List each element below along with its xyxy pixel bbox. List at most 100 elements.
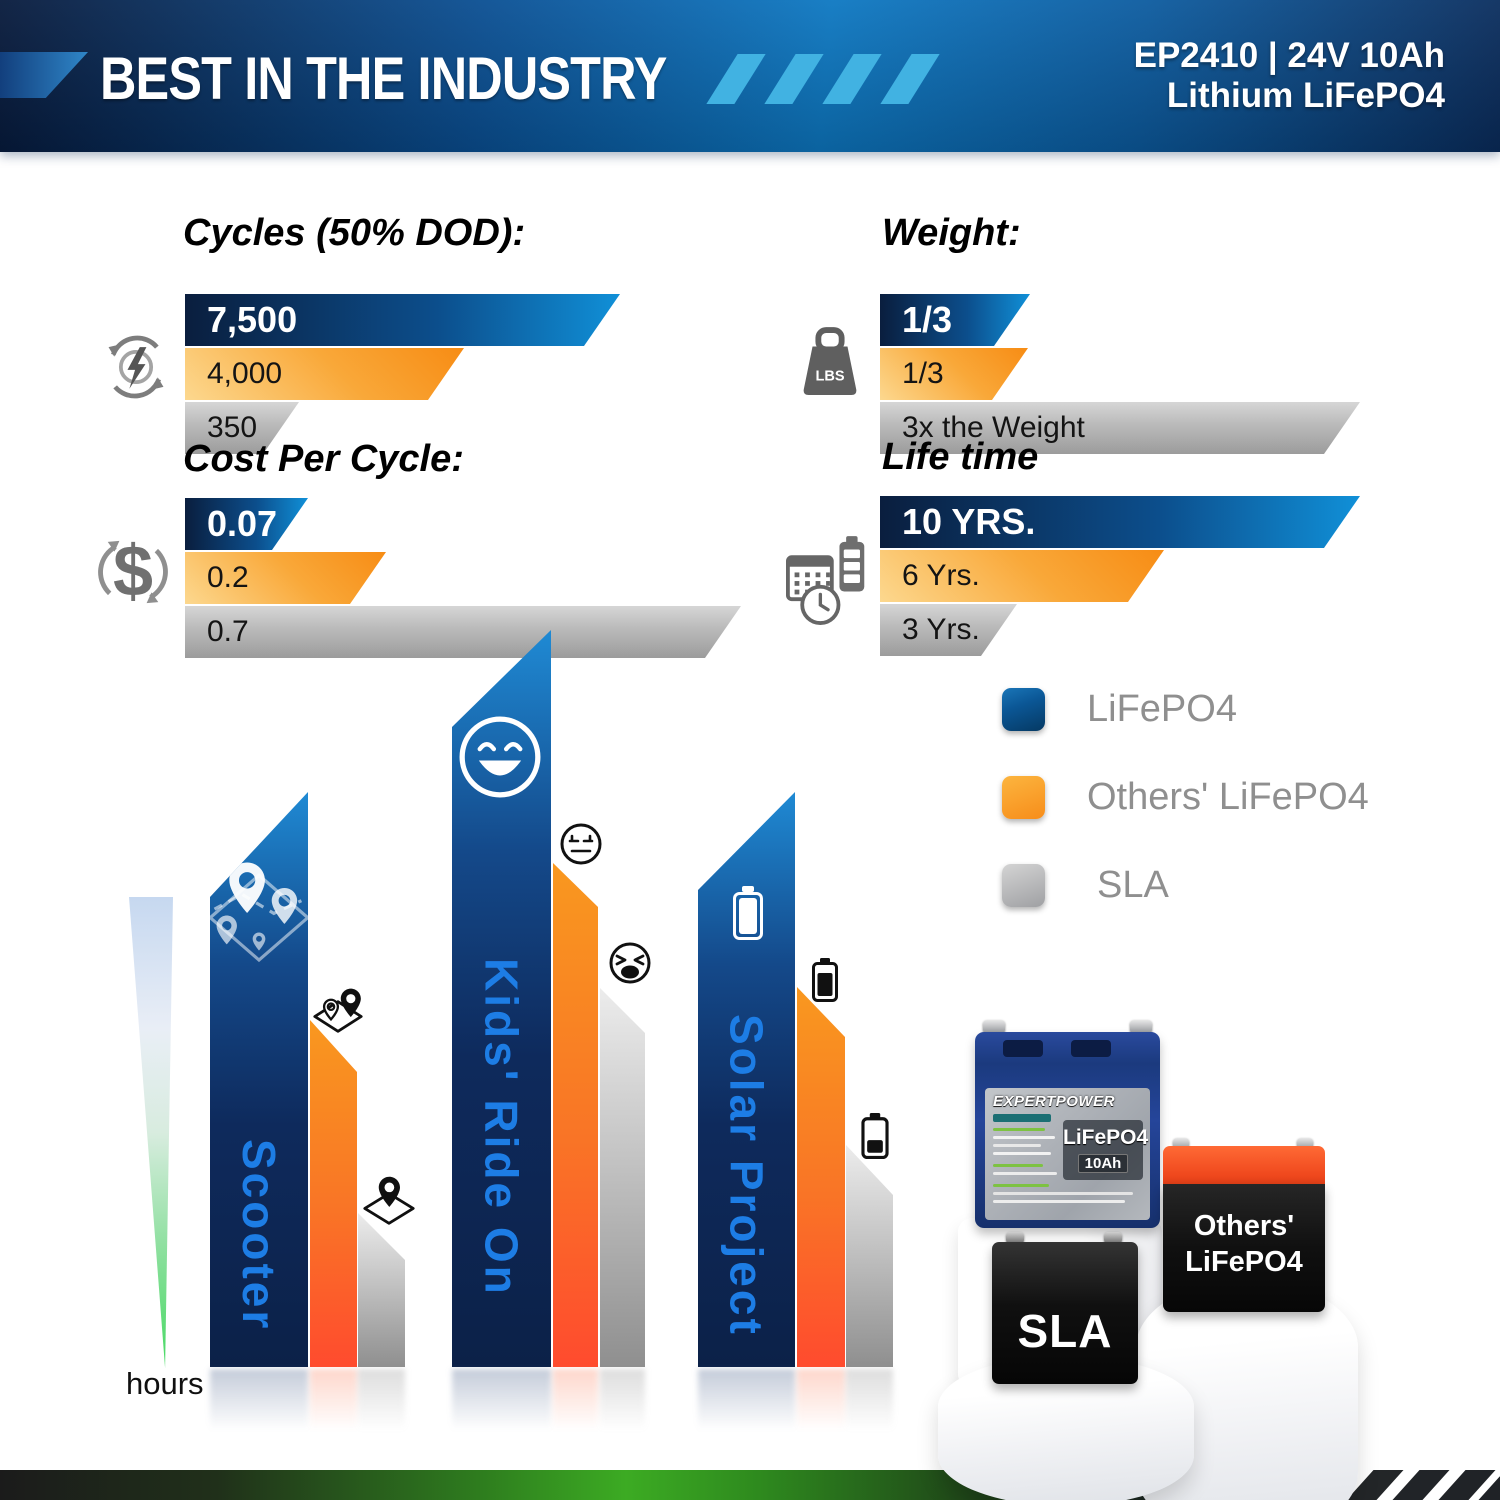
scooter-lifepo4-bar: Scooter xyxy=(210,792,308,1367)
sla-battery-label: SLA xyxy=(1017,1305,1113,1357)
label-line xyxy=(993,1172,1057,1175)
bar-reflection xyxy=(600,1369,645,1441)
kids-sla-bar xyxy=(600,988,645,1367)
bar-reflection xyxy=(210,1369,308,1441)
others-battery-label: Others' LiFePO4 xyxy=(1163,1208,1325,1281)
neutral-face-icon xyxy=(560,823,602,865)
cost-title: Cost Per Cycle: xyxy=(183,438,464,480)
others-label-line2: LiFePO4 xyxy=(1185,1246,1303,1279)
product-chemistry: Lithium LiFePO4 xyxy=(1166,75,1445,115)
bar-value-label: 350 xyxy=(207,411,258,444)
slash-icon xyxy=(764,54,824,104)
kids-ride-on-label: Kids' Ride On xyxy=(475,958,528,1297)
legend-label: SLA xyxy=(1097,863,1169,906)
dollar-cycle-icon: $ xyxy=(98,531,168,611)
bar-value-label: 4,000 xyxy=(207,357,283,390)
product-model: EP2410 | 24V 10Ah xyxy=(1133,36,1445,75)
bar-reflection xyxy=(452,1369,551,1441)
page-title: BEST IN THE INDUSTRY xyxy=(100,45,667,112)
bar-value-label: 7,500 xyxy=(207,299,298,340)
header-banner: BEST IN THE INDUSTRY EP2410 | 24V 10Ah L… xyxy=(0,0,1500,152)
battery-terminal xyxy=(983,1020,1005,1034)
label-line xyxy=(993,1136,1055,1139)
solar-project-label: Solar Project xyxy=(720,1014,773,1337)
label-line xyxy=(993,1184,1049,1187)
bar-value-label: 0.2 xyxy=(207,561,249,594)
capacity-text: 10Ah xyxy=(1077,1154,1129,1173)
chemistry-text: LiFePO4 xyxy=(1063,1126,1149,1149)
bar-reflection xyxy=(797,1369,845,1441)
cycle-arrows-icon xyxy=(108,335,164,399)
bar-value-label: 0.7 xyxy=(207,615,249,648)
bar-value-label: 6 Yrs. xyxy=(902,559,980,592)
bar-value-label: 3 Yrs. xyxy=(902,613,980,646)
calendar-clock-battery-icon xyxy=(786,536,865,625)
kids-lifepo4-bar: Kids' Ride On xyxy=(452,630,551,1367)
hours-axis-label: hours xyxy=(126,1366,204,1401)
legend-item-lifepo4: LiFePO4 xyxy=(1002,687,1237,731)
map-one-pin-icon xyxy=(363,1176,415,1225)
legend-item-others: Others' LiFePO4 xyxy=(1002,775,1369,819)
battery-terminal xyxy=(1104,1232,1122,1244)
legend-swatch-blue xyxy=(1002,687,1045,731)
battery-case: Others' LiFePO4 xyxy=(1163,1184,1325,1312)
map-pins-graphic xyxy=(210,862,308,963)
label-line xyxy=(993,1192,1133,1195)
bar-value-label: 3x the Weight xyxy=(902,411,1085,444)
weight-title: Weight: xyxy=(882,212,1021,254)
slash-icon xyxy=(706,54,766,104)
lbs-badge-text: LBS xyxy=(815,369,844,385)
battery-case: SLA xyxy=(992,1242,1138,1384)
weight-bar-others: 1/3 xyxy=(880,348,1028,400)
legend-item-sla: SLA xyxy=(1002,863,1169,907)
label-line xyxy=(993,1164,1043,1167)
scooter-others-bar xyxy=(310,1020,357,1367)
label-strip xyxy=(993,1114,1051,1122)
lifetime-bar-sla: 3 Yrs. xyxy=(880,604,1017,656)
legend-label: LiFePO4 xyxy=(1087,687,1237,730)
bar-reflection xyxy=(553,1369,598,1441)
bar-reflection xyxy=(358,1369,405,1441)
bar-value-label: 0.07 xyxy=(207,503,278,544)
slash-icon xyxy=(880,54,940,104)
bar-value-label: 10 YRS. xyxy=(902,501,1036,542)
battery-low-icon xyxy=(861,1113,889,1159)
battery-medium-icon xyxy=(812,958,838,1002)
brand-logo: EXPERTPOWER xyxy=(993,1093,1115,1110)
scooter-sla-bar xyxy=(358,1213,405,1367)
battery-handle-slot xyxy=(1071,1040,1111,1057)
bar-value-label: 1/3 xyxy=(902,357,944,390)
weight-bar-sla: 3x the Weight xyxy=(880,402,1360,454)
others-lifepo4-battery: Others' LiFePO4 xyxy=(1163,1138,1325,1312)
battery-handle-slot xyxy=(1003,1040,1043,1057)
cost-bar-others: 0.2 xyxy=(185,552,386,604)
label-line xyxy=(993,1200,1125,1203)
legend-label: Others' LiFePO4 xyxy=(1087,775,1369,818)
sla-battery: SLA xyxy=(992,1232,1138,1384)
bar-reflection xyxy=(846,1369,893,1441)
cycles-title: Cycles (50% DOD): xyxy=(183,212,526,254)
label-line xyxy=(993,1152,1051,1155)
crying-face-icon xyxy=(609,942,651,984)
cost-bar-lifepo4: 0.07 xyxy=(185,498,308,550)
weight-lbs-icon: LBS xyxy=(803,327,857,396)
expertpower-lifepo4-battery: EXPERTPOWER LiFePO4 10Ah xyxy=(975,1018,1160,1230)
slash-icon xyxy=(822,54,882,104)
cycles-bar-lifepo4: 7,500 xyxy=(185,294,620,346)
map-two-pins-icon xyxy=(313,988,363,1033)
legend-swatch-gray xyxy=(1002,863,1045,907)
lifetime-bar-others: 6 Yrs. xyxy=(880,550,1164,602)
label-spec-panel: LiFePO4 10Ah xyxy=(1063,1120,1149,1180)
scooter-label: Scooter xyxy=(233,1138,285,1331)
bar-reflection xyxy=(698,1369,795,1441)
solar-others-bar xyxy=(797,987,845,1367)
laughing-face-icon xyxy=(459,716,541,798)
solar-lifepo4-bar: Solar Project xyxy=(698,792,795,1367)
others-label-line1: Others' xyxy=(1193,1210,1295,1242)
battery-terminal xyxy=(1130,1020,1152,1034)
battery-case: EXPERTPOWER LiFePO4 10Ah xyxy=(975,1032,1160,1228)
cost-bar-sla: 0.7 xyxy=(185,606,741,658)
battery-terminal xyxy=(1006,1232,1024,1244)
battery-front-label: EXPERTPOWER LiFePO4 10Ah xyxy=(985,1088,1150,1220)
legend-swatch-orange xyxy=(1002,775,1045,819)
